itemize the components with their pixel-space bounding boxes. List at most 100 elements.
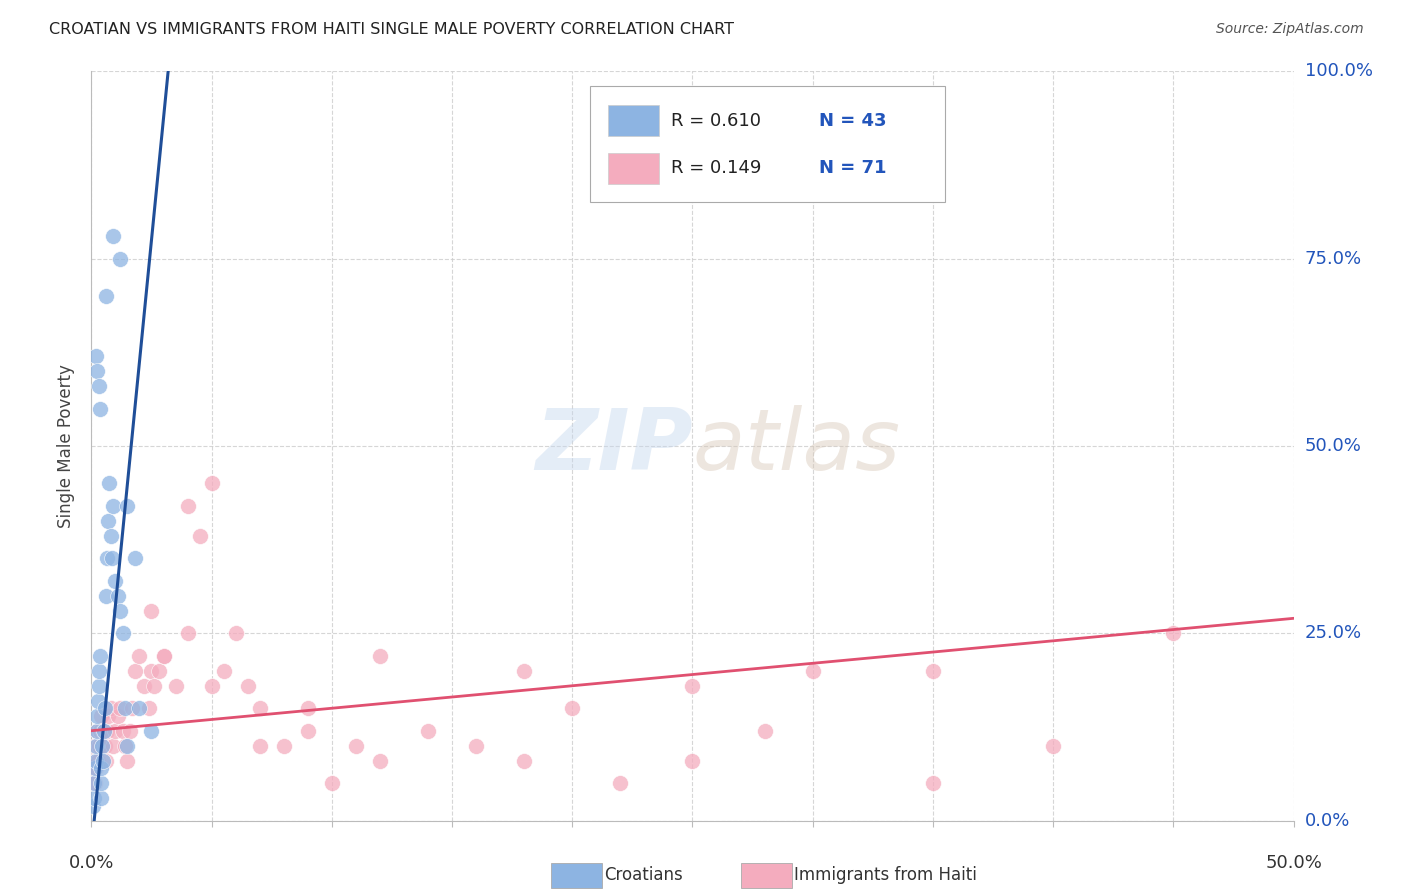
Text: 25.0%: 25.0% <box>1305 624 1362 642</box>
Point <box>107 708 129 723</box>
Point <box>93 701 115 715</box>
Point <box>90 776 112 790</box>
Point <box>110 604 132 618</box>
Point <box>84 776 107 790</box>
Point <box>142 679 165 693</box>
Text: 50.0%: 50.0% <box>1305 437 1361 455</box>
Point <box>128 648 150 663</box>
Point <box>94 589 117 603</box>
Point <box>93 723 115 738</box>
Point <box>93 739 115 753</box>
Point <box>609 776 631 790</box>
FancyBboxPatch shape <box>609 104 659 136</box>
Point <box>124 664 146 678</box>
FancyBboxPatch shape <box>609 153 659 184</box>
Point <box>90 708 112 723</box>
Point <box>117 754 139 768</box>
Point <box>101 499 124 513</box>
Point <box>212 664 235 678</box>
Point <box>84 349 107 363</box>
Point <box>801 664 824 678</box>
Point <box>101 551 124 566</box>
Point <box>249 701 271 715</box>
Point <box>249 739 271 753</box>
Point <box>96 551 118 566</box>
Point <box>225 626 247 640</box>
Point <box>94 289 117 303</box>
Point <box>86 723 108 738</box>
Point <box>111 626 134 640</box>
Point <box>152 648 174 663</box>
Point <box>681 679 703 693</box>
Text: R = 0.149: R = 0.149 <box>671 160 761 178</box>
Point <box>117 739 139 753</box>
Point <box>114 701 136 715</box>
Point <box>83 739 105 753</box>
Point <box>107 589 129 603</box>
Point <box>200 476 222 491</box>
Point <box>86 739 108 753</box>
Text: Immigrants from Haiti: Immigrants from Haiti <box>794 866 977 884</box>
Point <box>152 648 174 663</box>
Point <box>104 723 127 738</box>
Point <box>83 791 105 805</box>
Point <box>87 679 110 693</box>
Point <box>89 791 111 805</box>
Point <box>84 754 107 768</box>
Text: 100.0%: 100.0% <box>1305 62 1372 80</box>
Point <box>141 664 163 678</box>
Point <box>83 754 105 768</box>
Point <box>561 701 583 715</box>
Point <box>100 701 122 715</box>
Text: 0.0%: 0.0% <box>1305 812 1350 830</box>
Point <box>101 739 124 753</box>
Point <box>101 229 124 244</box>
Point <box>87 694 110 708</box>
Point <box>98 476 121 491</box>
Point <box>91 739 114 753</box>
Point <box>91 739 114 753</box>
Point <box>416 723 439 738</box>
Point <box>273 739 295 753</box>
Point <box>1161 626 1184 640</box>
Point <box>89 401 111 416</box>
Text: 0.0%: 0.0% <box>69 855 114 872</box>
Point <box>110 701 132 715</box>
Point <box>236 679 259 693</box>
Text: ZIP: ZIP <box>534 404 692 488</box>
Point <box>84 754 107 768</box>
Point <box>124 551 146 566</box>
Text: Croatians: Croatians <box>605 866 683 884</box>
Text: N = 43: N = 43 <box>818 112 886 129</box>
Point <box>89 648 111 663</box>
Point <box>513 664 536 678</box>
Point <box>82 761 104 775</box>
Point <box>87 754 110 768</box>
Point <box>114 739 136 753</box>
Point <box>97 708 120 723</box>
Point <box>110 252 132 266</box>
Point <box>138 701 160 715</box>
Point <box>141 723 163 738</box>
Point <box>117 499 139 513</box>
Text: R = 0.610: R = 0.610 <box>671 112 761 129</box>
Point <box>84 761 107 775</box>
Y-axis label: Single Male Poverty: Single Male Poverty <box>58 364 76 528</box>
Point <box>96 723 118 738</box>
Text: Source: ZipAtlas.com: Source: ZipAtlas.com <box>1216 22 1364 37</box>
Point <box>87 739 110 753</box>
Point <box>754 723 776 738</box>
Point <box>82 798 104 813</box>
Point <box>90 761 112 775</box>
Point <box>176 626 198 640</box>
Point <box>82 776 104 790</box>
Point <box>84 761 107 775</box>
Point <box>118 723 141 738</box>
Point <box>86 708 108 723</box>
Text: 50.0%: 50.0% <box>1265 855 1322 872</box>
Point <box>134 679 156 693</box>
Point <box>100 529 122 543</box>
Point <box>121 701 143 715</box>
Point <box>344 739 367 753</box>
Point <box>93 754 115 768</box>
